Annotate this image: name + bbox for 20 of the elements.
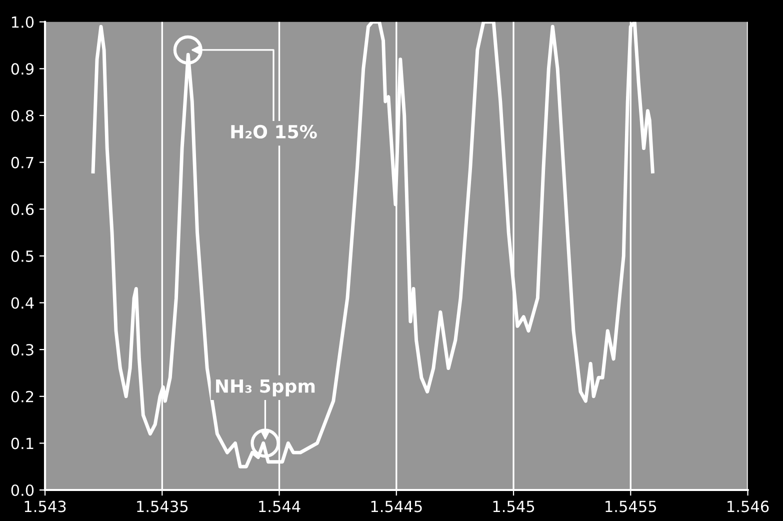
y-tick-label: 0.8 [11, 110, 34, 122]
x-tick-label: 1.544 [259, 500, 300, 512]
annotation: NH₃ 5ppm [216, 379, 315, 396]
x-tick-label: 1.546 [728, 500, 769, 512]
y-tick-label: 0.7 [11, 156, 34, 168]
x-tick-label: 1.5435 [137, 500, 188, 512]
y-tick-label: 0.1 [11, 438, 34, 450]
y-tick-label: 0.6 [11, 204, 34, 216]
y-tick-label: 0.5 [11, 250, 34, 262]
y-tick-label: 0.0 [11, 484, 34, 496]
y-tick-label: 0.2 [11, 390, 34, 402]
x-tick-label: 1.543 [24, 500, 66, 512]
y-tick-label: 1.0 [12, 16, 34, 28]
y-tick-label: 0.9 [11, 63, 34, 75]
y-tick-label: 0.3 [11, 344, 34, 356]
annotation: H₂O 15% [231, 124, 317, 139]
x-tick-label: 1.5445 [371, 500, 422, 512]
x-tick-label: 1.545 [493, 500, 534, 512]
x-tick-label: 1.5455 [606, 500, 656, 512]
y-tick-label: 0.4 [11, 297, 34, 309]
